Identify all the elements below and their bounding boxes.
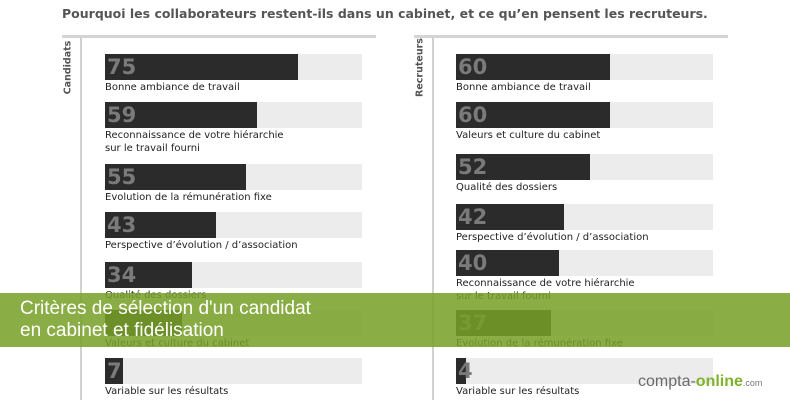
- header-rule-left: [62, 35, 376, 38]
- bar-value-label: 7: [107, 359, 122, 383]
- bar: [105, 102, 257, 128]
- bar: [105, 212, 216, 238]
- bar-value-label: 55: [107, 165, 137, 189]
- bar-track: [456, 358, 713, 384]
- bar-value-label: 52: [458, 155, 488, 179]
- bar-value-label: 75: [107, 55, 137, 79]
- bar-value-label: 42: [458, 205, 488, 229]
- bar: [105, 358, 123, 384]
- bar-value-label: 34: [107, 263, 137, 287]
- logo-part1: compta-: [638, 373, 696, 390]
- category-label: Variable sur les résultats: [456, 386, 580, 397]
- caption-banner-text: Critères de sélection d'un candidat en c…: [20, 298, 311, 341]
- bar: [456, 102, 610, 128]
- logo-part3: .com: [742, 378, 763, 388]
- caption-banner: [0, 293, 790, 347]
- category-label: Valeurs et culture du cabinet: [456, 130, 601, 141]
- bar-value-label: 59: [107, 103, 137, 127]
- bar: [456, 154, 590, 180]
- bar: [456, 250, 559, 276]
- category-label: Perspective d’évolution / d’association: [456, 232, 649, 243]
- bar: [105, 262, 192, 288]
- category-label: Bonne ambiance de travail: [105, 82, 240, 93]
- bar-value-label: 4: [458, 359, 473, 383]
- group-label-candidats: Candidats: [62, 40, 74, 95]
- bar-value-label: 60: [458, 55, 488, 79]
- divider-left: [80, 38, 82, 400]
- bar-value-label: 60: [458, 103, 488, 127]
- bar-value-label: 40: [458, 251, 488, 275]
- category-label: Evolution de la rémunération fixe: [105, 192, 272, 203]
- chart-title: Pourquoi les collaborateurs restent-ils …: [62, 6, 708, 21]
- bar: [456, 358, 466, 384]
- bar: [105, 164, 246, 190]
- category-label: Reconnaissance de votre hiérarchie sur l…: [105, 130, 284, 154]
- compta-online-logo[interactable]: compta-online.com: [638, 373, 762, 391]
- logo-part2: online: [695, 373, 743, 390]
- header-rule-right: [414, 35, 728, 38]
- divider-right: [432, 38, 434, 400]
- bar: [456, 54, 610, 80]
- category-label: Variable sur les résultats: [105, 386, 229, 397]
- category-label: Bonne ambiance de travail: [456, 82, 591, 93]
- group-label-recruteurs: Recruteurs: [414, 38, 426, 97]
- bar-track: [105, 358, 362, 384]
- bar-value-label: 43: [107, 213, 137, 237]
- bar: [105, 54, 298, 80]
- bar: [456, 204, 564, 230]
- category-label: Perspective d’évolution / d’association: [105, 240, 298, 251]
- category-label: Qualité des dossiers: [456, 182, 558, 193]
